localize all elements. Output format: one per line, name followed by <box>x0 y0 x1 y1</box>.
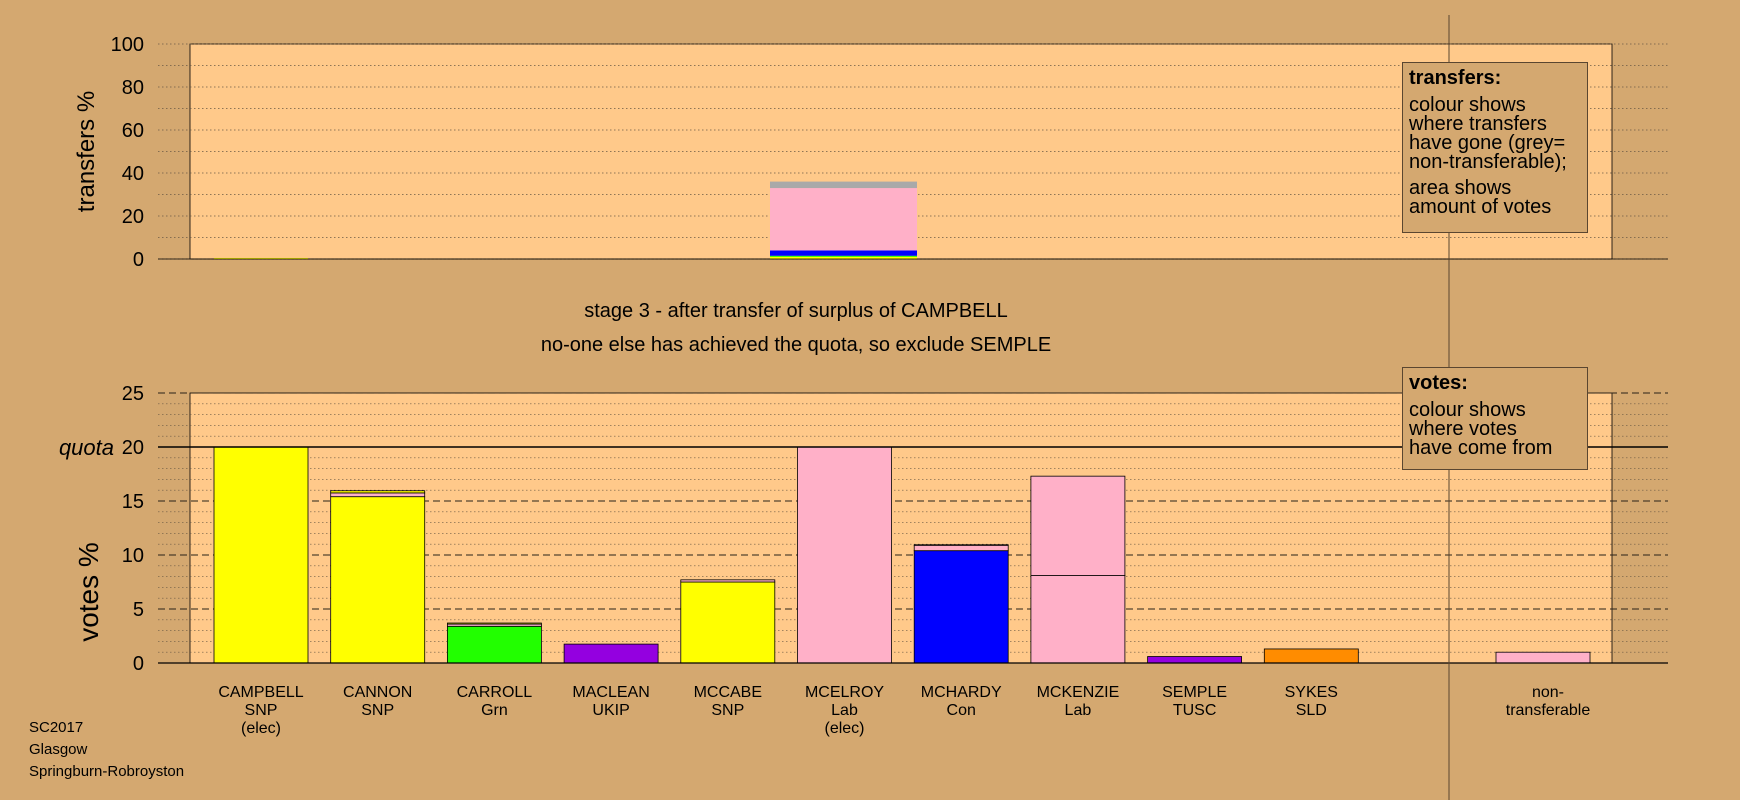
vote-segment <box>446 625 542 664</box>
quota-label: quota <box>59 435 114 460</box>
candidate-party-label: Lab <box>1065 702 1092 719</box>
transfers-legend-line: amount of votes <box>1409 196 1552 218</box>
transfers-legend-line: colour shows <box>1409 94 1526 116</box>
votes-y-tick: 20 <box>122 437 144 459</box>
vote-segment <box>1263 648 1359 664</box>
vote-segment <box>1030 575 1126 664</box>
chart-bars <box>213 181 1591 664</box>
transfers-y-axis-label: transfers % <box>73 91 100 212</box>
footer-ward: Springburn-Robroyston <box>29 763 185 780</box>
vote-segment <box>1030 475 1126 576</box>
vote-segment <box>1147 656 1242 664</box>
candidate-party-label: SNP <box>245 702 278 719</box>
transfers-legend-line: area shows <box>1409 177 1512 199</box>
candidate-name-label: CARROLL <box>457 684 533 701</box>
transfers-legend-para-2: area shows amount of votes <box>1409 177 1581 218</box>
candidate-party-label: Lab <box>831 702 858 719</box>
nontransferable-label-line2: transferable <box>1506 702 1591 719</box>
transfers-legend: transfers: colour shows where transfers … <box>1402 62 1588 233</box>
candidate-status-label: (elec) <box>824 720 864 737</box>
votes-legend-title: votes: <box>1409 372 1468 394</box>
transfers-legend-line: have gone (grey= <box>1409 132 1566 154</box>
transfers-y-tick: 20 <box>122 206 144 228</box>
vote-segment <box>913 544 1009 546</box>
vote-segment <box>913 550 1009 664</box>
candidate-name-label: MCKENZIE <box>1037 684 1120 701</box>
vote-segment <box>680 581 776 664</box>
candidate-name-label: MCHARDY <box>921 684 1002 701</box>
transfer-segment <box>214 257 308 259</box>
vote-segment <box>330 496 426 664</box>
candidate-name-label: CAMPBELL <box>218 684 303 701</box>
candidate-name-label: SEMPLE <box>1162 684 1227 701</box>
candidate-party-label: SLD <box>1296 702 1327 719</box>
votes-legend-line: colour shows <box>1409 399 1526 421</box>
votes-y-tick: 15 <box>122 491 144 513</box>
chart-labels: 0 20 40 60 80 100 transfers % 0 5 10 15 20 25 votes %… <box>59 34 1590 737</box>
vote-segment <box>563 643 659 664</box>
candidate-name-label: CANNON <box>343 684 412 701</box>
votes-legend-line: where votes <box>1409 418 1517 440</box>
stage-decision: no-one else has achieved the quota, so e… <box>540 334 1052 356</box>
votes-legend-para: colour shows where votes have come from <box>1409 399 1581 459</box>
transfers-legend-title: transfers: <box>1409 67 1502 89</box>
candidate-party-label: UKIP <box>592 702 629 719</box>
votes-y-axis-label: votes % <box>73 542 104 642</box>
candidate-party-label: TUSC <box>1173 702 1217 719</box>
vote-segment <box>213 446 309 664</box>
votes-y-tick: 25 <box>122 383 144 405</box>
stage-description: stage 3 - after transfer of surplus of C… <box>584 300 1008 322</box>
candidate-name-label: SYKES <box>1285 684 1338 701</box>
candidate-party-label: Grn <box>481 702 508 719</box>
candidate-party-label: SNP <box>711 702 744 719</box>
transfer-segment <box>770 181 917 189</box>
transfers-y-tick: 40 <box>122 163 144 185</box>
votes-legend: votes: colour shows where votes have com… <box>1402 367 1588 470</box>
transfers-y-tick: 0 <box>133 249 144 271</box>
vote-segment <box>330 490 426 494</box>
candidate-party-label: SNP <box>361 702 394 719</box>
nontransferable-bar <box>1495 651 1591 664</box>
votes-y-tick: 0 <box>133 653 144 675</box>
footer-election: SC2017 <box>29 719 84 736</box>
votes-legend-line: have come from <box>1409 437 1553 459</box>
votes-panel <box>189 392 1613 664</box>
transfers-y-tick: 60 <box>122 120 144 142</box>
vote-segment <box>330 492 426 498</box>
candidate-name-label: MACLEAN <box>572 684 649 701</box>
votes-y-tick: 10 <box>122 545 144 567</box>
transfer-segment <box>770 250 917 256</box>
candidate-name-label: MCELROY <box>805 684 884 701</box>
transfers-legend-para-1: colour shows where transfers have gone (… <box>1409 94 1581 173</box>
candidate-party-label: Con <box>947 702 976 719</box>
vote-segment <box>446 622 542 625</box>
votes-y-tick: 5 <box>133 599 144 621</box>
footer-council: Glasgow <box>29 741 88 758</box>
vote-segment <box>797 446 892 664</box>
candidate-status-label: (elec) <box>241 720 281 737</box>
transfers-legend-line: non-transferable); <box>1409 151 1567 173</box>
transfer-segment <box>770 255 917 257</box>
transfer-segment <box>770 188 917 251</box>
nontransferable-label-line1: non- <box>1532 684 1564 701</box>
transfers-y-tick: 80 <box>122 77 144 99</box>
transfer-segment <box>770 256 917 259</box>
transfers-y-tick: 100 <box>111 34 144 56</box>
vote-segment <box>680 579 776 583</box>
transfers-legend-line: where transfers <box>1409 113 1547 135</box>
vote-segment <box>913 544 1009 552</box>
candidate-name-label: MCCABE <box>694 684 762 701</box>
